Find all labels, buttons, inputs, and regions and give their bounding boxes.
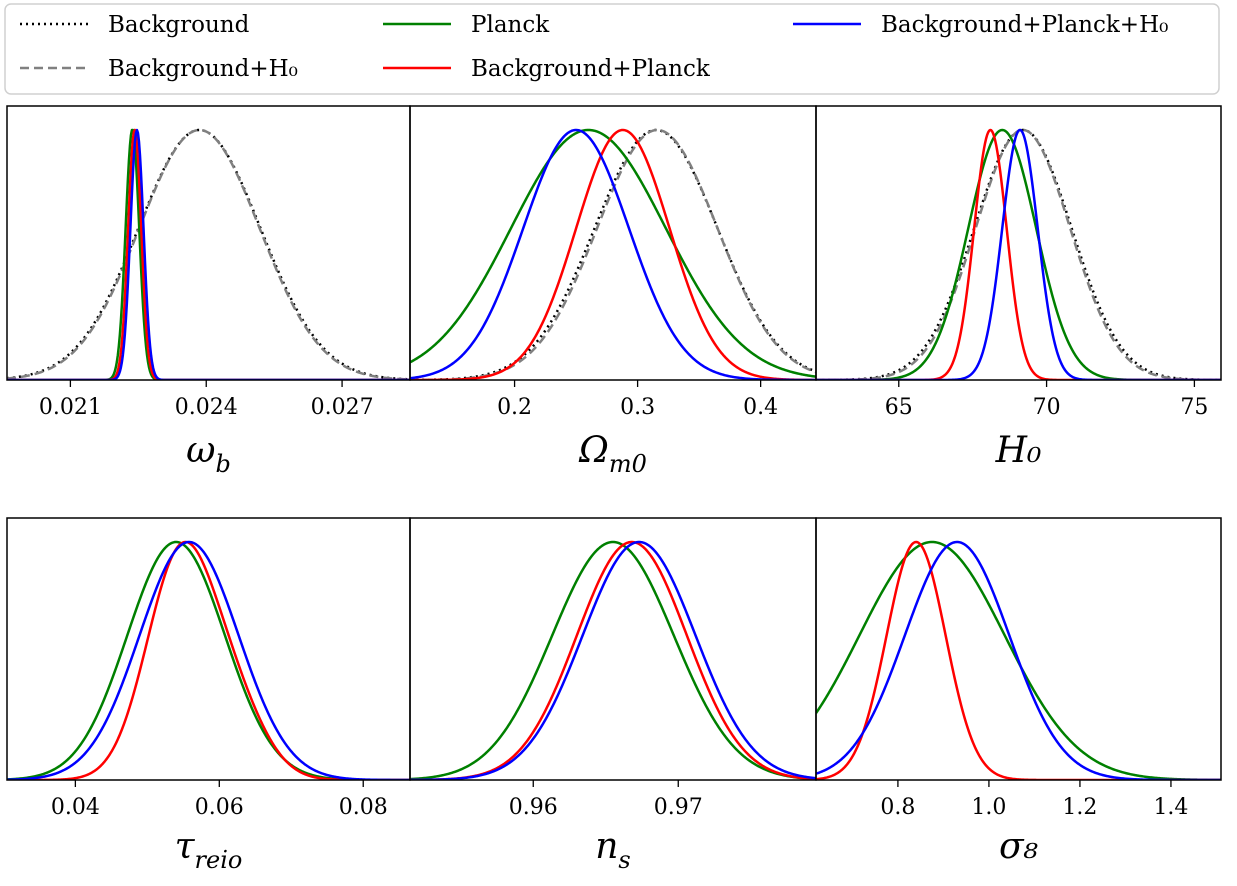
panel-5: 0.96 0.97 ns [409,517,817,874]
x-tick-label: 0.027 [311,395,374,420]
axis-label-subscript: m0 [609,450,647,478]
curve-background-planck [7,128,410,380]
curve-background-planck-h [410,540,816,780]
curve-planck [410,540,816,780]
curve-planck [7,128,410,380]
x-tick-label: 0.08 [339,795,388,820]
axis-label-subscript: s [618,846,630,874]
x-tick-label: 65 [885,395,913,420]
panel-4-curves [7,540,410,780]
panel-4: 0.04 0.06 0.08 τreio [6,517,411,874]
axis-label: σ₈ [999,826,1039,867]
curve-background-planck-h [816,128,1221,380]
x-tick-label: 0.96 [509,795,558,820]
axis-label-subscript: reio [195,846,243,874]
panel-6-curves [816,540,1221,780]
legend-label-background-planck-h0: Background+Planck+H₀ [881,12,1168,38]
axis-label: ωb [186,430,231,478]
curve-background-planck-h [410,128,816,380]
curve-background-planck-h [816,540,1221,780]
axis-label-symbol: Ω [578,430,609,471]
panel-1-frame [6,105,411,381]
panel-3-frame [815,105,1222,381]
panel-2-frame [409,105,817,381]
curve-planck [816,128,1221,380]
axis-label-symbol: n [595,826,618,867]
legend-label-planck: Planck [471,12,550,38]
axis-label-symbol: τ [175,826,196,867]
panel-5-curves [410,540,816,780]
x-tick-label: 1.2 [1062,795,1097,820]
curve-planck [410,128,816,378]
axis-label: Ωm0 [578,430,647,478]
panel-2: 0.2 0.3 0.4 Ωm0 [409,105,817,478]
legend-label-background-h0: Background+H₀ [108,56,298,82]
panel-3: 65 70 75 H₀ [815,105,1222,471]
x-tick-label: 70 [1033,395,1061,420]
panel-6-frame [815,517,1222,781]
legend-label-background-planck: Background+Planck [471,56,711,82]
x-tick-label: 75 [1180,395,1208,420]
x-tick-label: 0.97 [654,795,703,820]
legend-label-background: Background [108,12,250,38]
curve-background-h [816,128,1221,380]
x-tick-label: 0.021 [39,395,102,420]
x-tick-label: 0.04 [51,795,100,820]
curve-background-planck [410,540,816,780]
x-tick-label: 0.3 [620,395,655,420]
panel-3-curves [816,128,1221,380]
curve-background-h [7,128,410,380]
curve-background-planck [7,540,410,780]
x-tick-label: 0.2 [497,395,532,420]
axis-label: τreio [175,826,243,874]
curve-background-h [410,128,816,380]
legend-frame [4,3,1220,95]
axis-label-symbol: ω [186,430,215,471]
axis-label: H₀ [995,430,1042,471]
axis-label: ns [595,826,631,874]
x-tick-label: 1.4 [1153,795,1188,820]
curve-background-planck [816,128,1221,380]
panel-6: 0.8 1.0 1.2 1.4 σ₈ [815,517,1222,867]
curve-background-planck-h [7,128,410,380]
curve-background-planck-h [7,540,410,780]
panel-2-curves [410,128,816,380]
curve-background [410,128,816,380]
x-tick-label: 0.024 [175,395,238,420]
x-tick-label: 0.4 [743,395,778,420]
panels: 0.021 0.024 0.027 ωb 0.2 0.3 0.4 Ωm0 65 70 75 H₀ 0.0… [6,105,1222,874]
axis-label-symbol: H₀ [995,430,1042,471]
panel-1: 0.021 0.024 0.027 ωb [6,105,411,478]
curve-background [816,128,1221,380]
axis-label-symbol: σ₈ [999,826,1039,867]
curve-background-planck [410,128,816,380]
x-tick-label: 0.8 [880,795,915,820]
axis-label-subscript: b [215,450,230,478]
x-tick-label: 1.0 [971,795,1006,820]
x-tick-label: 0.06 [195,795,244,820]
legend: Background Background+H₀ Planck Backgrou… [4,3,1220,95]
panel-1-curves [7,128,410,380]
curve-background [7,128,410,380]
